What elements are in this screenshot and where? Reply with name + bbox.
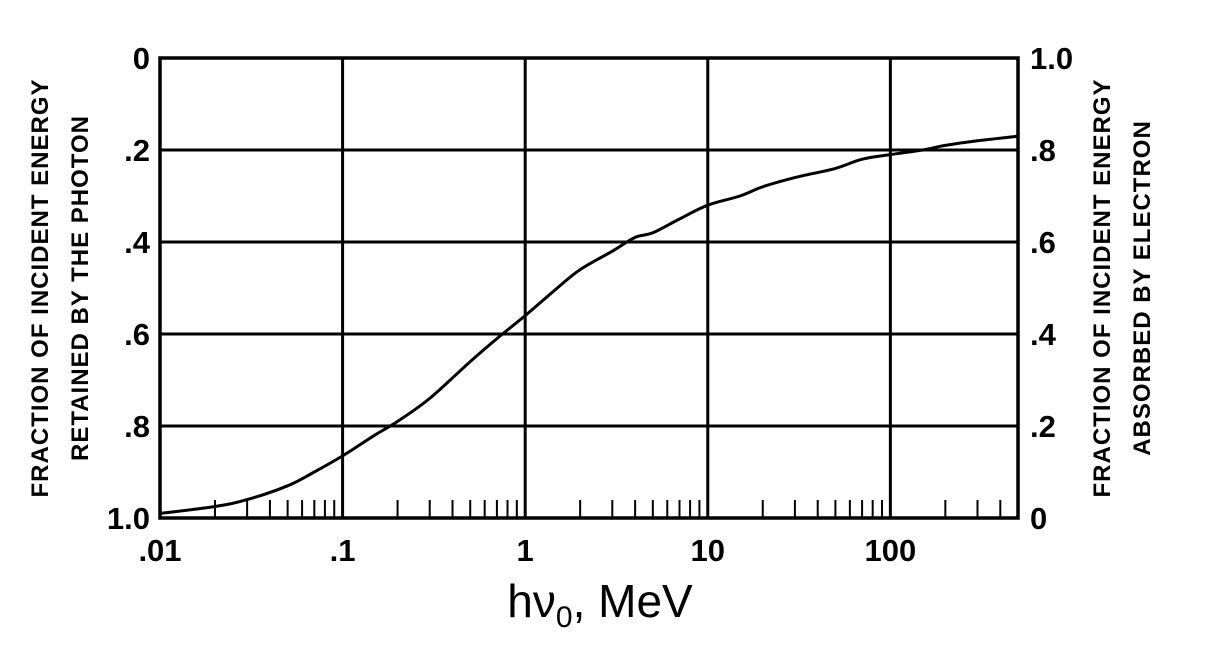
right-tick-labels: 1.0 .8 .6 .4 .2 0 [1030,41,1073,536]
left-axis-title-line1: FRACTION OF INCIDENT ENERGY [27,78,54,497]
right-tick-label-4: .2 [1030,409,1056,444]
right-axis-title-line1: FRACTION OF INCIDENT ENERGY [1089,78,1116,497]
left-tick-label-2: .4 [124,225,151,260]
left-tick-label-0: 0 [133,41,150,76]
energy-fraction-curve [159,134,1019,515]
right-tick-label-5: 0 [1030,501,1047,536]
right-tick-label-3: .4 [1030,317,1057,352]
x-axis-title-subscript: 0 [556,601,573,634]
x-tick-label-2: 1 [517,533,534,568]
left-tick-label-3: .6 [124,317,150,352]
left-tick-labels: 0 .2 .4 .6 .8 1.0 [107,41,151,536]
right-axis-title-line2: ABSORBED BY ELECTRON [1129,120,1156,456]
grid [160,58,1018,518]
x-axis-title: hν0, MeV [507,575,693,634]
x-axis-title-suffix: , MeV [573,575,693,627]
left-tick-label-4: .8 [124,409,150,444]
x-tick-label-1: .1 [330,533,356,568]
x-tick-label-3: 10 [691,533,725,568]
left-tick-label-1: .2 [124,133,150,168]
minor-ticks [213,500,1002,518]
plot-frame [158,56,1020,520]
x-tick-label-4: 100 [865,533,917,568]
left-tick-label-5: 1.0 [107,501,150,536]
right-tick-label-0: 1.0 [1030,41,1073,76]
x-tick-labels: .01 .1 1 10 100 [138,533,916,568]
x-tick-label-0: .01 [138,533,181,568]
left-axis-title-line2: RETAINED BY THE PHOTON [67,115,94,461]
right-tick-label-2: .6 [1030,225,1056,260]
x-axis-title-main: hν [507,575,556,627]
right-tick-label-1: .8 [1030,133,1056,168]
